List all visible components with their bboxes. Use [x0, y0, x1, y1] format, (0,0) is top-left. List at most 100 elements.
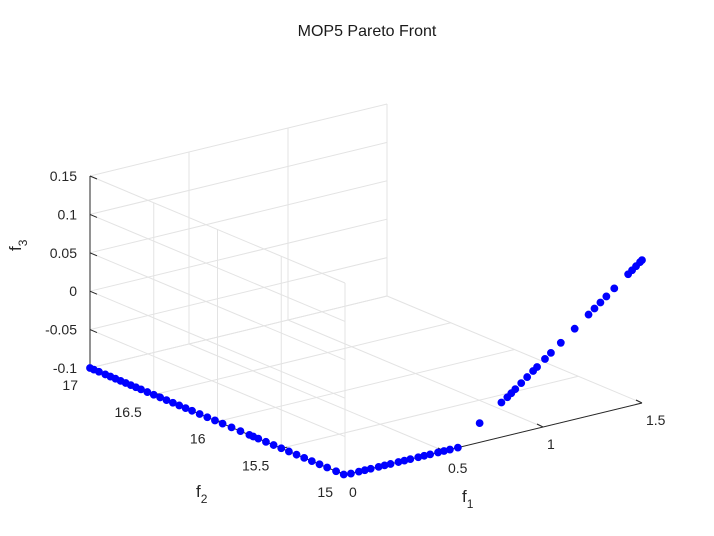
data-point: [332, 467, 340, 476]
data-point: [541, 355, 549, 363]
data-point: [590, 304, 599, 313]
data-point: [323, 463, 332, 472]
z-axis-label-group: f3: [6, 239, 30, 251]
grid-line: [89, 252, 346, 361]
grid-line: [89, 175, 346, 284]
y-axis-label-main: f: [196, 482, 201, 501]
x-axis-label-subscript: 1: [467, 497, 474, 511]
data-point: [602, 292, 611, 301]
x-tick-label: 1: [547, 436, 555, 452]
data-point: [446, 445, 454, 454]
z-tick-label: -0.05: [45, 322, 77, 338]
x-tick-label: 1.5: [646, 412, 666, 428]
data-point: [227, 423, 236, 432]
data-point: [292, 450, 301, 459]
z-tick-label: 0.15: [50, 168, 77, 184]
z-tick-mark: [89, 252, 98, 257]
data-point: [285, 447, 293, 456]
data-point: [254, 434, 263, 443]
data-point: [570, 324, 579, 333]
z-axis-label-subscript: 3: [16, 239, 30, 246]
data-point: [175, 401, 184, 410]
grid-lines: [89, 103, 643, 476]
data-point: [453, 443, 462, 452]
data-point: [386, 460, 395, 468]
data-point: [307, 457, 316, 465]
x-axis-line: [344, 402, 643, 476]
data-point: [300, 453, 309, 462]
data-point: [315, 460, 324, 469]
data-point: [211, 416, 219, 425]
data-point: [95, 367, 103, 376]
grid-line: [89, 290, 346, 399]
grid-line: [281, 375, 579, 449]
y-tick-label: 16.5: [115, 404, 142, 420]
data-point: [181, 404, 190, 413]
data-point: [149, 390, 158, 399]
data-point: [517, 379, 526, 388]
data-point: [347, 469, 355, 478]
x-axis-label: f1: [462, 487, 474, 511]
data-point: [236, 427, 245, 436]
data-point: [523, 373, 532, 381]
data-points: [86, 256, 646, 479]
x-tick-mark: [635, 399, 643, 404]
data-point: [533, 363, 541, 371]
z-axis-label-main: f: [6, 246, 25, 251]
data-point: [475, 419, 484, 428]
data-point: [137, 385, 145, 394]
data-point: [339, 470, 348, 479]
data-point: [610, 284, 619, 293]
data-point: [269, 441, 278, 449]
data-point: [511, 385, 520, 394]
z-tick-mark: [89, 329, 98, 334]
z-tick-label: -0.1: [53, 360, 77, 376]
grid-line: [89, 295, 388, 369]
y-tick-label: 17: [62, 377, 78, 393]
grid-line: [89, 213, 346, 322]
data-point: [556, 338, 565, 347]
grid-line: [89, 329, 346, 438]
data-point: [638, 256, 646, 265]
data-point: [584, 310, 593, 319]
grid-line: [89, 180, 388, 254]
data-point: [218, 419, 227, 428]
data-point: [195, 410, 204, 418]
data-point: [596, 298, 605, 307]
y-tick-label: 16: [190, 431, 206, 447]
chart-title: MOP5 Pareto Front: [298, 23, 437, 40]
data-point: [188, 406, 196, 415]
y-tick-label: 15: [317, 484, 333, 500]
y-tick-label: 15.5: [242, 457, 269, 473]
grid-line: [89, 218, 388, 292]
z-tick-label: 0: [69, 283, 77, 299]
y-axis-label-subscript: 2: [201, 492, 208, 506]
data-point: [143, 388, 152, 396]
x-tick-label: 0.5: [448, 460, 468, 476]
z-axis-label: f3: [6, 239, 30, 251]
data-point: [168, 398, 177, 407]
data-point: [203, 413, 212, 422]
y-axis-label: f2: [196, 482, 208, 506]
grid-line: [89, 103, 388, 177]
grid-line: [153, 322, 451, 396]
data-point: [497, 398, 506, 407]
data-point: [277, 444, 286, 453]
data-point: [426, 450, 435, 459]
x-axis-label-main: f: [462, 487, 467, 506]
z-tick-mark: [89, 290, 98, 295]
x-tick-mark: [536, 423, 544, 428]
data-point: [406, 455, 415, 464]
z-tick-mark: [89, 213, 98, 218]
grid-line: [89, 257, 388, 331]
z-tick-label: 0.1: [58, 206, 78, 222]
grid-line: [89, 141, 388, 215]
x-tick-label: 0: [349, 484, 357, 500]
grid-line: [217, 349, 515, 422]
data-point: [366, 464, 375, 473]
data-point: [547, 348, 555, 357]
z-tick-mark: [89, 175, 98, 180]
data-point: [162, 396, 171, 405]
tick-labels: 0 0.5 1 1.5 15 15.5 16 16.5 17-0.1 -0.05 0 0.05 0.1 0…: [45, 168, 666, 500]
